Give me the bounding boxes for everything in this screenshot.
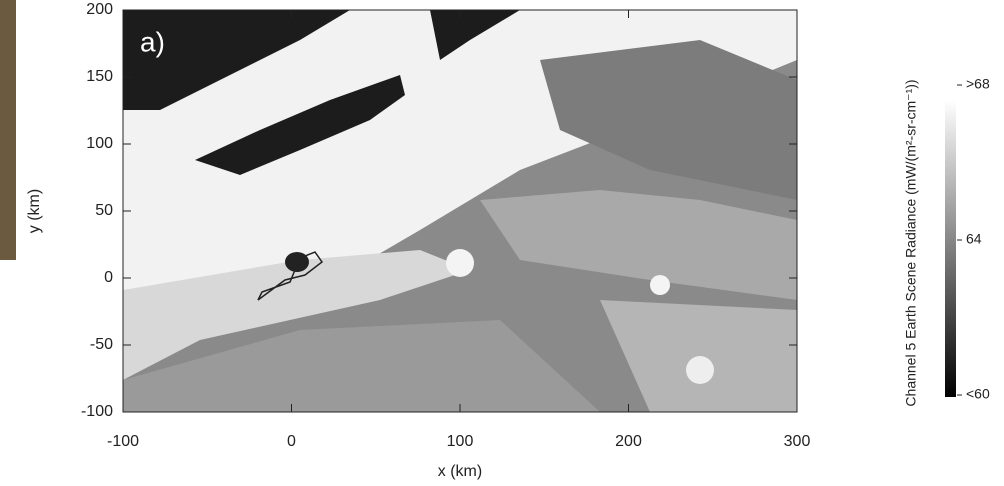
colorbar-tick-label: 64 xyxy=(966,231,982,247)
y-tick-label: 150 xyxy=(86,68,113,85)
x-tick-label: 300 xyxy=(784,433,811,450)
x-tick-label: 100 xyxy=(447,433,474,450)
x-axis-label: x (km) xyxy=(438,463,482,480)
x-tick-label: -100 xyxy=(107,433,139,450)
colorbar-label: Channel 5 Earth Scene Radiance (mW/(m²-s… xyxy=(903,79,919,406)
image xyxy=(123,10,797,412)
y-tick-label: 100 xyxy=(86,135,113,152)
colorbar-tick-label: >68 xyxy=(966,76,990,92)
edge-strip xyxy=(0,0,16,260)
y-tick-label: 50 xyxy=(95,202,113,219)
y-axis-label: y (km) xyxy=(26,189,43,233)
y-tick-label: 0 xyxy=(104,269,113,286)
panel-label: a) xyxy=(140,26,165,57)
colorbar xyxy=(945,100,956,397)
y-tick-label: 200 xyxy=(86,1,113,18)
y-tick-label: -50 xyxy=(90,336,113,353)
x-tick-label: 200 xyxy=(615,433,642,450)
x-tick-label: 0 xyxy=(287,433,296,450)
colorbar-tick-label: <60 xyxy=(966,386,990,402)
y-tick-label: -100 xyxy=(81,403,113,420)
